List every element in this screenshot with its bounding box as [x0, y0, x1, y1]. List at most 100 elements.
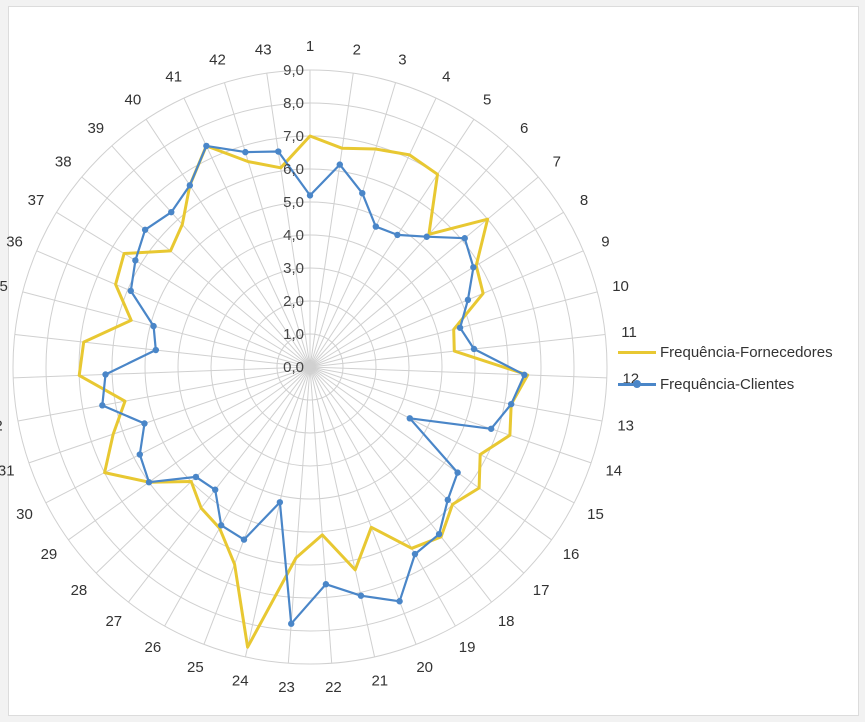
- category-label: 41: [165, 68, 182, 85]
- data-point: [406, 415, 413, 422]
- grid-spoke: [309, 366, 575, 504]
- data-point: [203, 142, 210, 150]
- data-point: [240, 536, 248, 543]
- data-point: [136, 451, 143, 458]
- category-label: 24: [232, 672, 249, 689]
- category-label: 40: [125, 91, 142, 108]
- grid-spoke: [309, 366, 607, 379]
- grid-spoke: [68, 366, 311, 541]
- category-label: 27: [105, 613, 122, 630]
- data-point: [217, 522, 225, 529]
- category-label: 30: [16, 506, 33, 523]
- category-label: 10: [612, 278, 629, 295]
- data-point: [487, 425, 495, 432]
- category-label: 18: [498, 613, 515, 630]
- data-point: [470, 345, 478, 353]
- category-label: 26: [145, 639, 162, 656]
- data-point: [127, 287, 135, 295]
- grid-spoke: [309, 366, 333, 664]
- category-label: 1: [306, 38, 314, 55]
- grid-spoke: [287, 366, 311, 664]
- category-label: 31: [0, 463, 15, 480]
- grid-spoke: [309, 211, 564, 368]
- grid-spoke: [309, 366, 592, 464]
- grid-spoke: [28, 366, 311, 464]
- radar-grid: [12, 69, 608, 665]
- data-point: [276, 499, 284, 506]
- category-label: 43: [255, 41, 272, 58]
- grid-spoke: [266, 73, 311, 368]
- data-point: [336, 161, 343, 168]
- category-label: 17: [533, 582, 550, 599]
- grid-spoke: [244, 366, 311, 658]
- radar-series: [77, 134, 530, 649]
- category-label: 15: [587, 506, 604, 523]
- category-label: 23: [278, 679, 295, 696]
- grid-spoke: [13, 366, 311, 379]
- data-point: [186, 182, 194, 189]
- data-point: [288, 620, 295, 627]
- data-point: [411, 550, 419, 558]
- grid-spoke: [203, 366, 311, 645]
- data-point: [322, 581, 330, 588]
- category-label: 9: [601, 233, 609, 250]
- radial-tick-label: 5,0: [283, 194, 304, 211]
- radar-labels: 0,01,02,03,04,05,06,07,08,09,01 234567891…: [0, 38, 639, 696]
- grid-spoke: [309, 366, 456, 627]
- radial-tick-label: 7,0: [283, 128, 304, 145]
- grid-spoke: [309, 366, 603, 422]
- category-label: 25: [187, 659, 204, 676]
- category-label: 32: [0, 417, 3, 434]
- grid-spoke: [309, 145, 509, 368]
- data-point: [99, 402, 106, 409]
- category-label: 35: [0, 278, 8, 295]
- grid-spoke: [56, 211, 311, 368]
- grid-spoke: [36, 250, 311, 368]
- radial-tick-label: 2,0: [283, 293, 304, 310]
- data-point: [464, 296, 472, 304]
- legend: Frequência-Fornecedores Frequência-Clien…: [618, 336, 833, 400]
- radial-tick-label: 4,0: [283, 227, 304, 244]
- legend-item-fornecedores: Frequência-Fornecedores: [618, 336, 833, 368]
- category-label: 7: [553, 154, 561, 171]
- data-point: [306, 192, 314, 199]
- data-point: [145, 479, 153, 486]
- category-label: 22: [325, 679, 342, 696]
- grid-spoke: [309, 366, 417, 645]
- grid-spoke: [81, 176, 311, 368]
- data-point: [456, 324, 464, 331]
- category-label: 11: [621, 324, 637, 341]
- data-point: [152, 346, 160, 354]
- grid-spoke: [22, 291, 311, 368]
- data-point: [102, 371, 109, 378]
- grid-spoke: [223, 82, 311, 368]
- category-label: 39: [87, 120, 104, 137]
- grid-spoke: [95, 366, 311, 574]
- data-point: [132, 257, 139, 264]
- category-label: 20: [416, 659, 433, 676]
- category-label: 5: [483, 91, 491, 108]
- data-point: [396, 598, 403, 605]
- grid-spoke: [14, 334, 311, 368]
- data-point: [435, 530, 443, 538]
- grid-spoke: [309, 366, 552, 541]
- category-label: 37: [28, 192, 45, 209]
- grid-spoke: [309, 176, 539, 368]
- legend-item-clientes: Frequência-Clientes: [618, 368, 833, 400]
- radial-tick-label: 9,0: [283, 62, 304, 79]
- data-point: [507, 400, 515, 408]
- grid-spoke: [17, 366, 311, 422]
- legend-swatch-fornecedores: [618, 344, 656, 360]
- grid-spoke: [309, 366, 376, 658]
- data-point: [141, 226, 149, 233]
- data-point: [150, 322, 157, 330]
- grid-spoke: [309, 82, 397, 368]
- grid-spoke: [145, 119, 311, 368]
- category-label: 8: [580, 192, 588, 209]
- category-label: 13: [617, 417, 634, 434]
- category-label: 2: [353, 41, 361, 58]
- category-label: 38: [55, 154, 72, 171]
- category-label: 29: [41, 546, 58, 563]
- category-label: 6: [520, 120, 528, 137]
- data-point: [394, 231, 401, 239]
